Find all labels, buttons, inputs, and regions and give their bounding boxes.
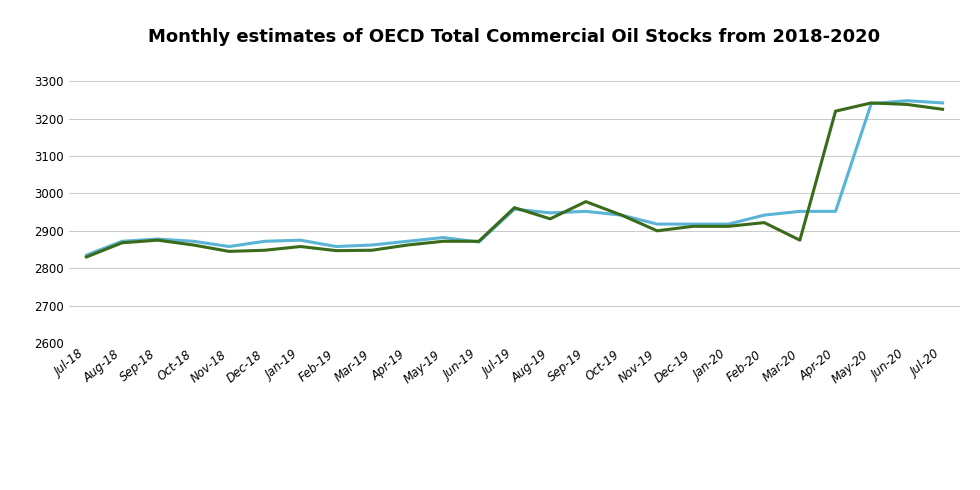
IEA (OECD total commercial stocks) [544,216,556,222]
OPEC (OECD total commercial stocks) [473,239,485,245]
IEA (OECD total commercial stocks) [615,212,627,218]
OPEC (OECD total commercial stocks) [865,101,877,107]
OPEC (OECD total commercial stocks) [937,100,949,106]
IEA (OECD total commercial stocks) [117,240,128,245]
IEA (OECD total commercial stocks) [437,238,449,244]
IEA (OECD total commercial stocks) [901,101,912,107]
OPEC (OECD total commercial stocks) [509,206,520,212]
IEA (OECD total commercial stocks) [187,242,199,248]
IEA (OECD total commercial stocks) [473,238,485,244]
OPEC (OECD total commercial stocks) [759,212,770,218]
OPEC (OECD total commercial stocks) [152,236,164,242]
IEA (OECD total commercial stocks) [794,237,806,243]
IEA (OECD total commercial stocks) [330,247,342,253]
IEA (OECD total commercial stocks) [830,108,842,114]
OPEC (OECD total commercial stocks) [687,221,699,227]
OPEC (OECD total commercial stocks) [80,252,92,258]
IEA (OECD total commercial stocks) [937,106,949,112]
OPEC (OECD total commercial stocks) [330,244,342,249]
IEA (OECD total commercial stocks) [259,247,270,253]
OPEC (OECD total commercial stocks) [722,221,734,227]
Title: Monthly estimates of OECD Total Commercial Oil Stocks from 2018-2020: Monthly estimates of OECD Total Commerci… [148,28,881,46]
IEA (OECD total commercial stocks) [509,205,520,211]
OPEC (OECD total commercial stocks) [402,238,414,244]
IEA (OECD total commercial stocks) [295,244,307,249]
IEA (OECD total commercial stocks) [152,237,164,243]
IEA (OECD total commercial stocks) [687,223,699,229]
OPEC (OECD total commercial stocks) [437,235,449,241]
OPEC (OECD total commercial stocks) [117,238,128,244]
OPEC (OECD total commercial stocks) [259,238,270,244]
IEA (OECD total commercial stocks) [80,254,92,260]
OPEC (OECD total commercial stocks) [901,98,912,103]
IEA (OECD total commercial stocks) [722,223,734,229]
IEA (OECD total commercial stocks) [865,100,877,106]
OPEC (OECD total commercial stocks) [830,208,842,214]
OPEC (OECD total commercial stocks) [615,212,627,218]
OPEC (OECD total commercial stocks) [366,242,377,248]
OPEC (OECD total commercial stocks) [544,210,556,216]
OPEC (OECD total commercial stocks) [580,208,592,214]
IEA (OECD total commercial stocks) [759,220,770,225]
OPEC (OECD total commercial stocks) [652,221,663,227]
IEA (OECD total commercial stocks) [652,228,663,234]
OPEC (OECD total commercial stocks) [794,208,806,214]
OPEC (OECD total commercial stocks) [187,238,199,244]
OPEC (OECD total commercial stocks) [223,244,235,249]
IEA (OECD total commercial stocks) [402,242,414,248]
OPEC (OECD total commercial stocks) [295,237,307,243]
Line: OPEC (OECD total commercial stocks): OPEC (OECD total commercial stocks) [86,100,943,255]
IEA (OECD total commercial stocks) [580,199,592,205]
Line: IEA (OECD total commercial stocks): IEA (OECD total commercial stocks) [86,103,943,257]
IEA (OECD total commercial stocks) [366,247,377,253]
IEA (OECD total commercial stocks) [223,248,235,254]
